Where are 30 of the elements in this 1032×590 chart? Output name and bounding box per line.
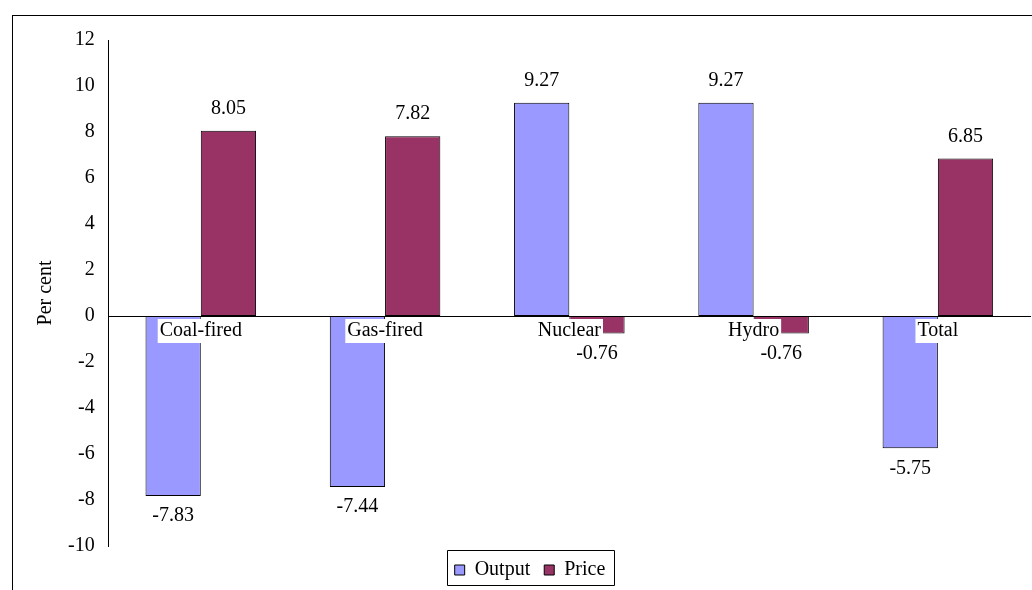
legend-label: Price <box>564 557 606 580</box>
y-tick-label: 6 <box>84 165 95 188</box>
x-tick-label: Coal-fired <box>159 318 242 341</box>
y-tick-label: 10 <box>74 73 95 96</box>
y-tick-label: -4 <box>77 395 95 418</box>
data-label: 6.85 <box>948 123 984 146</box>
x-tick-label: Gas-fired <box>347 318 423 341</box>
y-tick-label: -10 <box>67 533 95 556</box>
y-tick-label: 2 <box>84 257 95 280</box>
y-tick-label: 12 <box>74 27 95 50</box>
x-tick-label: Total <box>917 318 959 341</box>
y-tick-label: 0 <box>84 303 95 326</box>
y-tick-label: -8 <box>77 487 95 510</box>
y-tick-label: 8 <box>84 119 95 142</box>
data-label: 7.82 <box>395 101 431 124</box>
data-label: -5.75 <box>889 455 932 478</box>
data-label: 9.27 <box>524 68 560 91</box>
data-label: -0.76 <box>576 340 618 363</box>
y-axis-title: Per cent <box>33 260 56 326</box>
data-label: -7.44 <box>336 494 379 517</box>
data-label: -0.76 <box>760 340 803 363</box>
y-tick-label: 4 <box>84 211 95 234</box>
x-tick-label: Nuclear <box>537 318 602 341</box>
y-tick-label: -6 <box>77 441 95 464</box>
y-tick-label: -2 <box>77 349 95 372</box>
data-label: 9.27 <box>708 68 744 91</box>
data-label: -7.83 <box>152 503 194 526</box>
data-label: 8.05 <box>210 96 246 119</box>
x-tick-label: Hydro <box>728 318 780 342</box>
legend-label: Output <box>474 557 531 581</box>
